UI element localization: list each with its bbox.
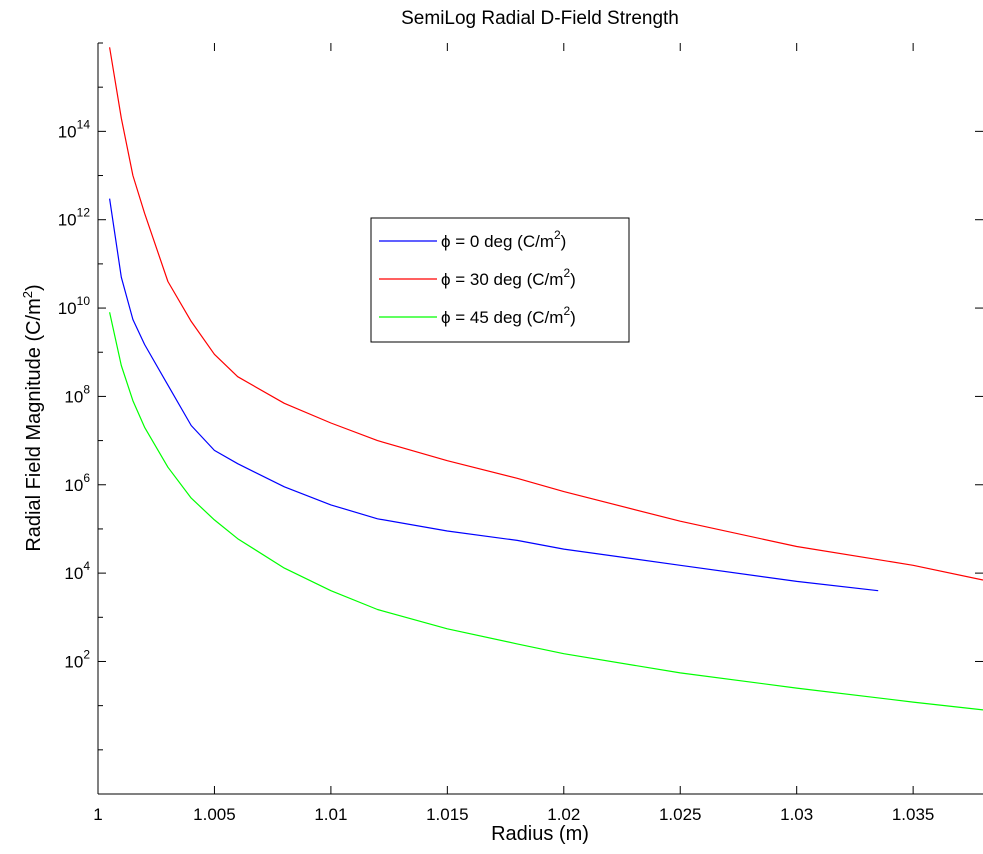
y-tick-label-4: 1010	[58, 294, 91, 318]
y-tick-label-exp-1: 4	[83, 559, 90, 573]
y-tick-label-2: 106	[64, 471, 90, 495]
series-lines	[109, 47, 983, 711]
series-line-2	[109, 312, 983, 711]
x-tick-label-7: 1.035	[892, 805, 935, 824]
y-axis-title-sup: 2	[20, 291, 35, 298]
y-tick-label-1: 104	[64, 559, 90, 583]
y-tick-label-base-6: 10	[58, 122, 77, 141]
plot-area	[98, 43, 983, 794]
y-tick-label-base-2: 10	[64, 476, 83, 495]
y-axis-title-tail: )	[23, 284, 45, 291]
legend-label-1: ϕ = 30 deg (C/m2)	[441, 266, 576, 289]
y-tick-label-exp-2: 6	[83, 471, 90, 485]
legend-label-sup-0: 2	[554, 228, 561, 242]
y-axis-title-main: Radial Field Magnitude (C/m	[23, 298, 45, 551]
legend-label-2: ϕ = 45 deg (C/m2)	[441, 304, 576, 327]
chart-title: SemiLog Radial D-Field Strength	[401, 8, 679, 29]
x-tick-label-2: 1.01	[314, 805, 347, 824]
legend-label-0: ϕ = 0 deg (C/m2)	[441, 228, 566, 251]
legend-label-main-2: ϕ = 45 deg (C/m	[441, 308, 563, 327]
x-tick-label-3: 1.015	[426, 805, 469, 824]
legend-label-main-1: ϕ = 30 deg (C/m	[441, 270, 563, 289]
y-tick-label-exp-5: 12	[77, 206, 91, 220]
y-tick-label-6: 1014	[58, 117, 91, 141]
legend-label-tail-1: )	[570, 270, 576, 289]
x-tick-label-1: 1.005	[193, 805, 236, 824]
legend-label-sup-1: 2	[563, 266, 570, 280]
legend-label-tail-2: )	[570, 308, 576, 327]
y-tick-label-base-3: 10	[64, 387, 83, 406]
y-tick-label-5: 1012	[58, 206, 91, 230]
y-axis-title: Radial Field Magnitude (C/m2)	[20, 284, 45, 551]
series-line-1	[109, 47, 983, 581]
x-tick-label-5: 1.025	[659, 805, 702, 824]
y-tick-label-0: 102	[64, 647, 90, 671]
y-tick-label-base-0: 10	[64, 652, 83, 671]
x-tick-label-6: 1.03	[780, 805, 813, 824]
legend: ϕ = 0 deg (C/m2)ϕ = 30 deg (C/m2)ϕ = 45 …	[370, 217, 630, 343]
x-axis-title: Radius (m)	[491, 823, 589, 845]
y-tick-label-base-5: 10	[58, 211, 77, 230]
series-line-0	[109, 198, 879, 592]
legend-label-sup-2: 2	[563, 304, 570, 318]
x-tick-label-0: 1	[93, 805, 102, 824]
y-tick-label-3: 108	[64, 382, 90, 406]
legend-label-main-0: ϕ = 0 deg (C/m	[441, 232, 554, 251]
y-tick-label-base-1: 10	[64, 564, 83, 583]
legend-label-tail-0: )	[561, 232, 567, 251]
y-tick-label-base-4: 10	[58, 299, 77, 318]
x-tick-label-4: 1.02	[547, 805, 580, 824]
axes	[97, 42, 983, 795]
y-tick-label-exp-3: 8	[83, 382, 90, 396]
y-tick-label-exp-4: 10	[77, 294, 91, 308]
x-tick-labels: 1 1.005 1.01 1.015 1.02 1.025 1.03 1.035	[93, 805, 934, 824]
y-tick-label-exp-6: 14	[77, 117, 91, 131]
legend-box	[370, 217, 630, 343]
y-tick-label-exp-0: 2	[83, 647, 90, 661]
